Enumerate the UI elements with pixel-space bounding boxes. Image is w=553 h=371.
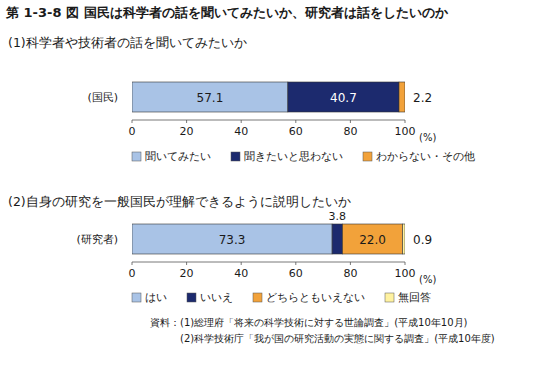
- legend-label: はい: [145, 291, 167, 304]
- bar-segment: [342, 224, 402, 254]
- tick-label: 60: [289, 125, 303, 138]
- bar-segment: [288, 82, 399, 112]
- tick-mark: [350, 120, 351, 123]
- tick-label: 20: [180, 267, 194, 280]
- tick-mark: [132, 262, 133, 265]
- data-labels: 57.1 40.7 2.2: [197, 91, 433, 105]
- tick-label: 0: [129, 267, 136, 280]
- data-label: 22.0: [359, 233, 386, 247]
- legend-label: 聞いてみたい: [145, 150, 211, 163]
- legend-label: 無回答: [398, 291, 431, 304]
- tick-mark: [405, 262, 406, 265]
- category-label: (研究者): [76, 233, 118, 246]
- axis-label: (%): [419, 132, 436, 143]
- data-label: 0.9: [413, 233, 432, 247]
- tick-mark: [186, 262, 187, 265]
- x-axis: [132, 120, 405, 121]
- data-label: 73.3: [219, 233, 246, 247]
- data-labels: 73.3 3.8 22.0 0.9: [219, 210, 432, 247]
- legend-label: 聞きたいと思わない: [244, 150, 343, 163]
- title: 第 1-3-8 図 国民は科学者の話を聞いてみたいか、研究者は話をしたいのか: [5, 5, 449, 20]
- chart-0: (1)科学者や技術者の話を聞いてみたいか 57.1 40.7 2.2 (国民) 0 20 40…: [8, 35, 475, 163]
- legend-swatch: [253, 293, 262, 302]
- axis-label: (%): [419, 274, 436, 285]
- bars: [132, 224, 405, 254]
- tick-label: 80: [343, 125, 357, 138]
- legend-swatch: [231, 152, 240, 161]
- source: (2)科学技術庁「我が国の研究活動の実態に関する調査」(平成10年度): [180, 333, 495, 344]
- bar-segment: [332, 224, 342, 254]
- tick-label: 40: [234, 267, 248, 280]
- tick-mark: [405, 120, 406, 123]
- bar-segment: [132, 224, 332, 254]
- tick-mark: [350, 262, 351, 265]
- legend-swatch: [363, 152, 372, 161]
- bar-segment: [399, 82, 405, 112]
- tick-label: 20: [180, 125, 194, 138]
- legend-label: わからない・その他: [376, 150, 475, 163]
- tick-mark: [295, 262, 296, 265]
- legend-swatch: [385, 293, 394, 302]
- chart-canvas: 第 1-3-8 図 国民は科学者の話を聞いてみたいか、研究者は話をしたいのか (1…: [0, 0, 553, 371]
- data-label: 3.8: [329, 210, 347, 223]
- bar-segment: [403, 224, 405, 254]
- bar-segment: [132, 82, 288, 112]
- tick-mark: [295, 120, 296, 123]
- tick-mark: [241, 120, 242, 123]
- source: 資料：(1)総理府「将来の科学技術に対する世論調査」(平成10年10月): [150, 317, 468, 328]
- legend-label: いいえ: [200, 291, 233, 304]
- legend-label: どちらともいえない: [266, 291, 365, 304]
- chart-title: (2)自身の研究を一般国民が理解できるように説明したいか: [8, 194, 351, 209]
- tick-mark: [132, 120, 133, 123]
- chart-title: (1)科学者や技術者の話を聞いてみたいか: [8, 35, 247, 50]
- data-label: 2.2: [413, 91, 432, 105]
- tick-label: 40: [234, 125, 248, 138]
- tick-label: 80: [343, 267, 357, 280]
- x-axis: [132, 262, 405, 263]
- tick-label: 100: [395, 267, 416, 280]
- tick-mark: [241, 262, 242, 265]
- tick-label: 100: [395, 125, 416, 138]
- legend-swatch: [132, 152, 141, 161]
- bars: [132, 82, 405, 112]
- tick-mark: [186, 120, 187, 123]
- tick-label: 60: [289, 267, 303, 280]
- tick-label: 0: [129, 125, 136, 138]
- category-label: (国民): [87, 91, 118, 104]
- legend-swatch: [132, 293, 141, 302]
- data-label: 57.1: [197, 91, 224, 105]
- chart-1: (2)自身の研究を一般国民が理解できるように説明したいか 73.3 3.8 22.0 0…: [8, 194, 436, 304]
- data-label: 40.7: [330, 91, 357, 105]
- legend-swatch: [187, 293, 196, 302]
